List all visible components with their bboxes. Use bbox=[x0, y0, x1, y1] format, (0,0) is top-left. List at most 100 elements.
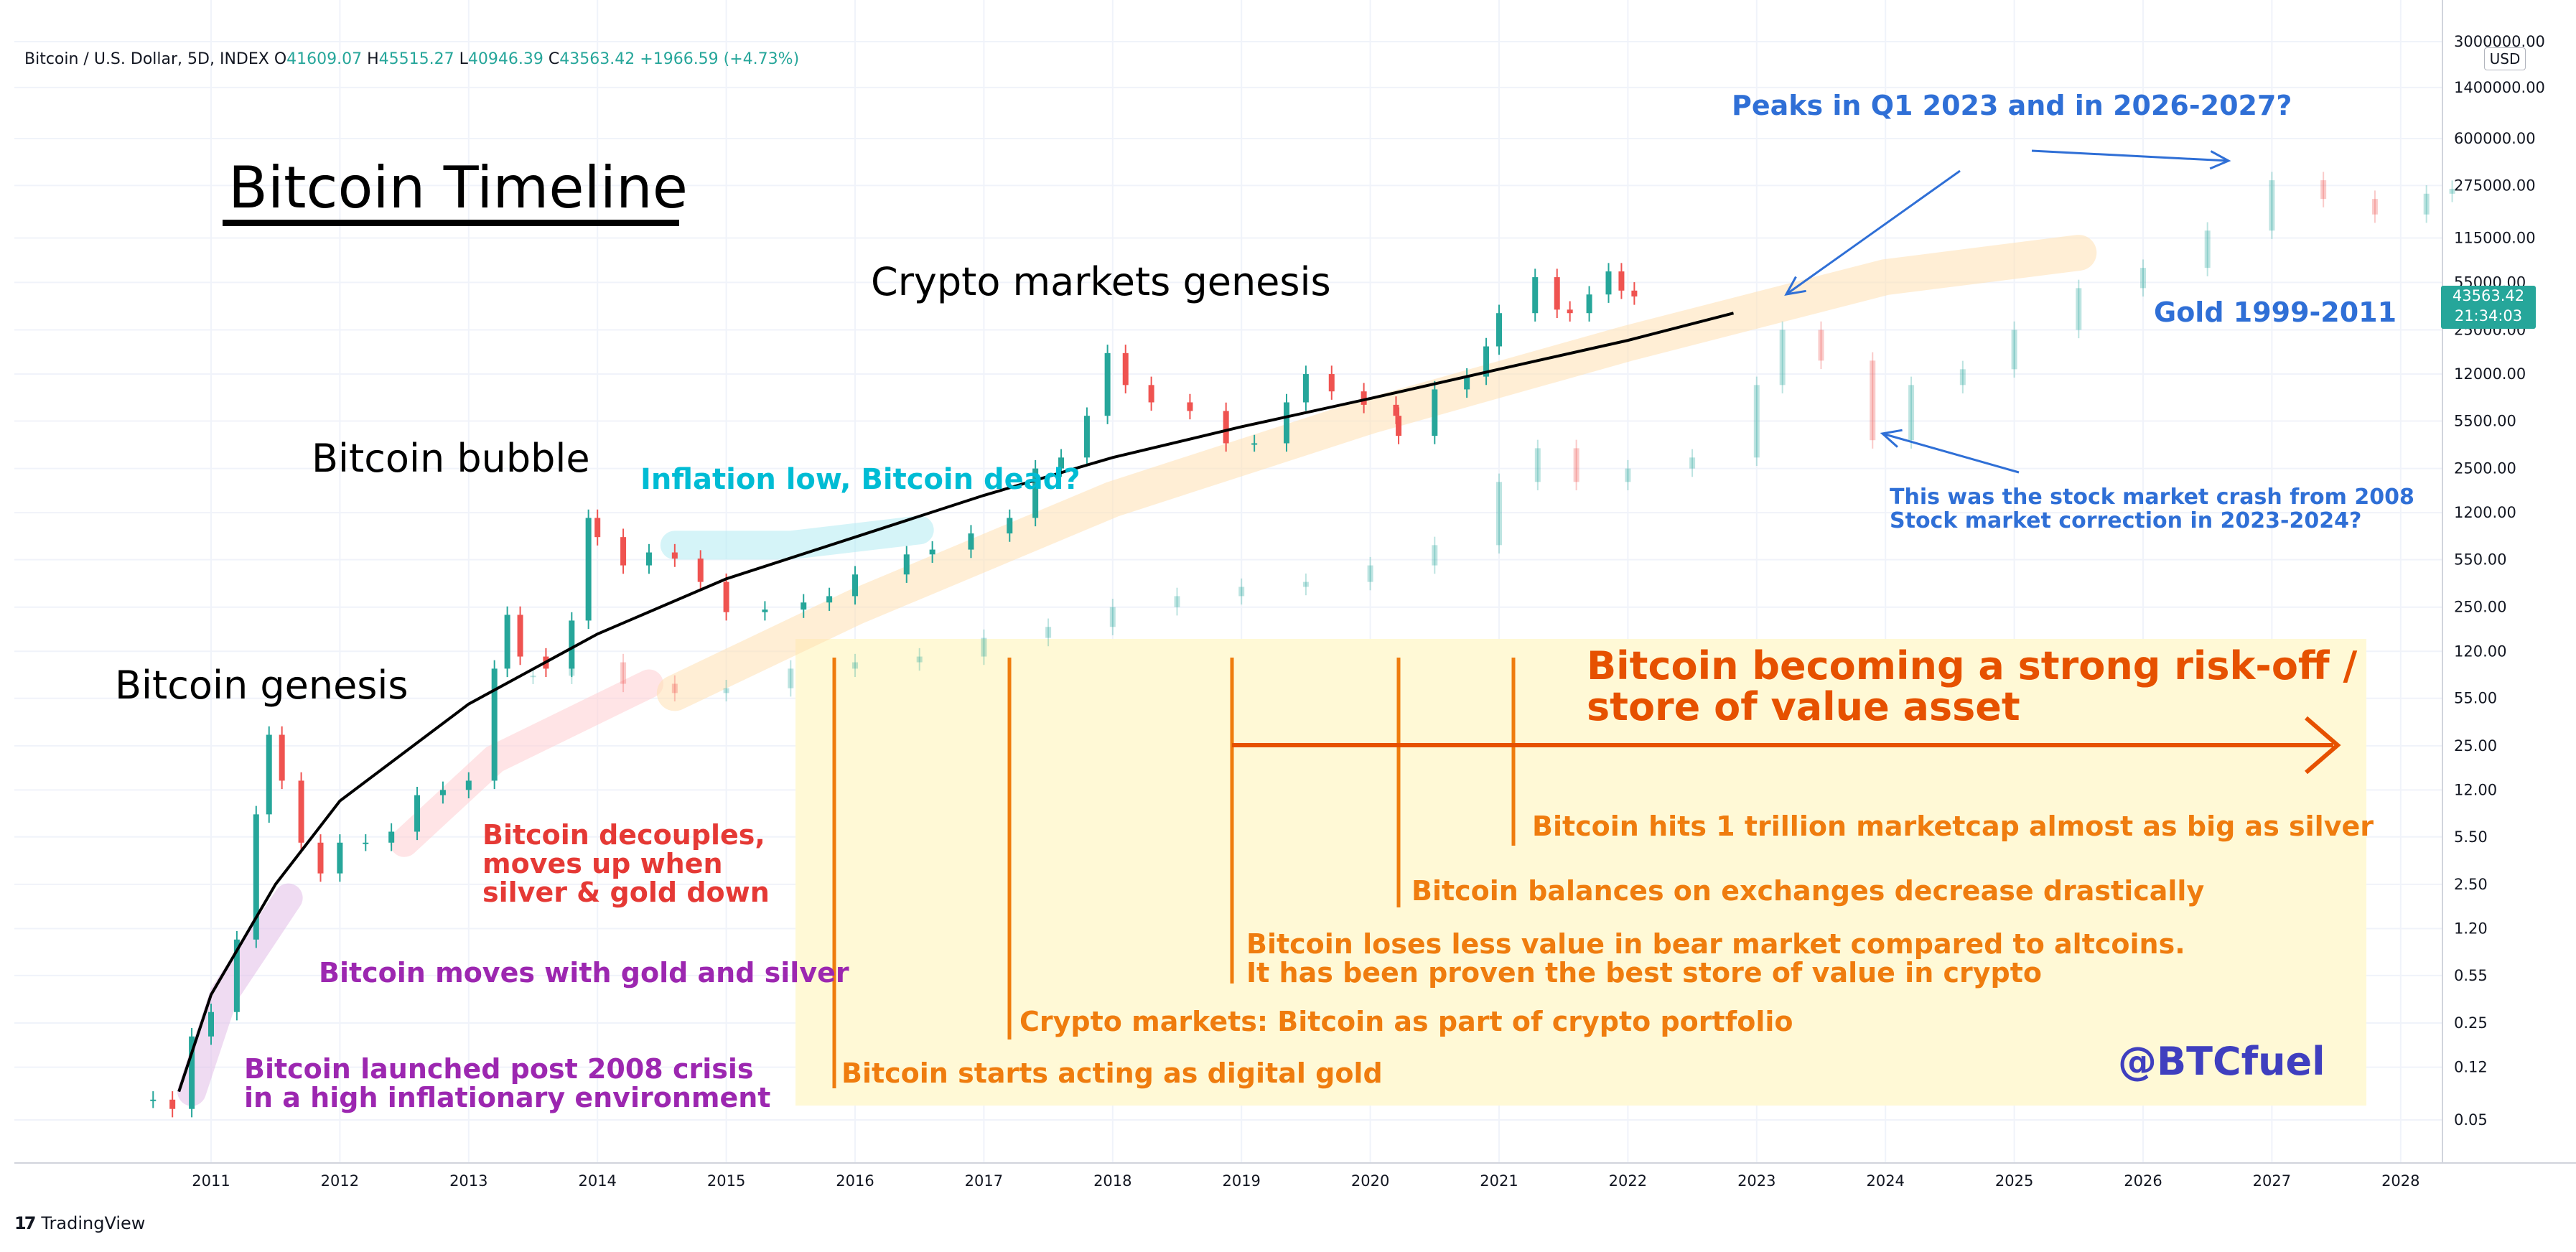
tradingview-logo-text: TradingView bbox=[41, 1213, 146, 1233]
btc-candle bbox=[569, 620, 575, 669]
btc-candle bbox=[852, 574, 858, 597]
gold-candle bbox=[1109, 607, 1116, 627]
btc-candle bbox=[826, 596, 833, 603]
x-tick-label: 2027 bbox=[2253, 1172, 2291, 1190]
btc-candle bbox=[620, 537, 627, 566]
btc-candle bbox=[1032, 468, 1039, 518]
change-value: +1966.59 (+4.73%) bbox=[640, 50, 800, 68]
btc-candles bbox=[150, 263, 1638, 1118]
btc-candle bbox=[1483, 346, 1490, 377]
last-price-value: 43563.42 bbox=[2452, 287, 2525, 304]
gold-candle bbox=[1573, 448, 1579, 482]
label-decouples-line1: Bitcoin decouples, bbox=[482, 819, 765, 851]
tradingview-logo-icon: 17 bbox=[14, 1213, 36, 1233]
btc-candle bbox=[697, 559, 704, 582]
gold-candle bbox=[2269, 180, 2275, 231]
label-trillion: Bitcoin hits 1 trillion marketcap almost… bbox=[1532, 810, 2374, 842]
x-axis-ticks: 2011 2012 2013 2014 2015 2016 2017 2018 2019 2020… bbox=[192, 1172, 2419, 1190]
gold-candle bbox=[2140, 268, 2146, 289]
label-moves-with: Bitcoin moves with gold and silver bbox=[319, 957, 849, 989]
gold-candle bbox=[530, 676, 536, 678]
x-tick-label: 2023 bbox=[1737, 1172, 1775, 1190]
trend-curve bbox=[177, 312, 1735, 1093]
btc-candle bbox=[150, 1099, 157, 1101]
btc-candle bbox=[1223, 411, 1229, 444]
btc-candle bbox=[363, 842, 369, 844]
btc-candle bbox=[298, 780, 304, 843]
arrow-peak-2027 bbox=[2031, 149, 2229, 162]
arrow-crash-head bbox=[1880, 429, 1903, 448]
btc-candle bbox=[1618, 271, 1625, 291]
y-tick-label: 55.00 bbox=[2454, 690, 2497, 707]
arrow-crash bbox=[1882, 432, 2020, 474]
btc-candle bbox=[1302, 374, 1309, 403]
btc-candle bbox=[1251, 443, 1258, 445]
gold-candle bbox=[1496, 482, 1502, 546]
btc-candle bbox=[1058, 457, 1065, 469]
y-tick-label: 2.50 bbox=[2454, 876, 2488, 893]
y-tick-label: 2500.00 bbox=[2454, 460, 2516, 477]
x-tick-label: 2024 bbox=[1866, 1172, 1904, 1190]
y-tick-label: 5500.00 bbox=[2454, 412, 2516, 429]
x-tick-label: 2019 bbox=[1222, 1172, 1260, 1190]
x-tick-label: 2013 bbox=[449, 1172, 487, 1190]
gold-candle bbox=[916, 656, 923, 663]
btc-candle bbox=[253, 814, 259, 940]
btc-candle bbox=[585, 518, 592, 621]
y-tick-label: 0.25 bbox=[2454, 1014, 2488, 1032]
btc-candle bbox=[504, 615, 510, 669]
arrow-peak-2027-head bbox=[2209, 150, 2231, 170]
btc-candle bbox=[233, 939, 240, 1012]
gold-candle bbox=[2011, 330, 2017, 370]
gold-candle bbox=[1625, 468, 1631, 482]
bar-countdown: 21:34:03 bbox=[2454, 307, 2523, 324]
symbol-name: Bitcoin / U.S. Dollar, 5D, INDEX bbox=[24, 50, 269, 68]
x-tick-label: 2016 bbox=[836, 1172, 874, 1190]
y-tick-label: 12.00 bbox=[2454, 781, 2497, 798]
gold-candle bbox=[2449, 189, 2455, 194]
btc-candle bbox=[1007, 518, 1013, 534]
x-tick-label: 2025 bbox=[1995, 1172, 2033, 1190]
btc-candle bbox=[903, 554, 910, 575]
btc-candle bbox=[1586, 294, 1592, 314]
gold-candle bbox=[1432, 545, 1438, 566]
gold-candle bbox=[671, 683, 678, 693]
label-launched-line1: Bitcoin launched post 2008 crisis bbox=[244, 1053, 754, 1085]
x-tick-label: 2021 bbox=[1480, 1172, 1518, 1190]
label-balances: Bitcoin balances on exchanges decrease d… bbox=[1411, 875, 2205, 907]
gold-candle bbox=[788, 668, 794, 688]
label-crash-line1: This was the stock market crash from 200… bbox=[1890, 485, 2414, 510]
y-tick-label: 550.00 bbox=[2454, 551, 2506, 569]
btc-candle bbox=[594, 518, 601, 538]
x-tick-label: 2026 bbox=[2124, 1172, 2162, 1190]
label-crash: This was the stock market crash from 200… bbox=[1890, 485, 2414, 533]
btc-candle bbox=[169, 1099, 176, 1109]
x-tick-label: 2020 bbox=[1351, 1172, 1389, 1190]
y-tick-label: 1400000.00 bbox=[2454, 79, 2545, 96]
label-inflation: Inflation low, Bitcoin dead? bbox=[640, 463, 1081, 496]
btc-candle bbox=[1605, 271, 1612, 295]
x-tick-label: 2018 bbox=[1093, 1172, 1131, 1190]
y-tick-label: 0.12 bbox=[2454, 1059, 2488, 1076]
btc-candle bbox=[1567, 309, 1573, 314]
x-tick-label: 2028 bbox=[2381, 1172, 2419, 1190]
timeline-markers bbox=[832, 658, 2341, 1088]
currency-badge[interactable]: USD bbox=[2484, 47, 2526, 70]
btc-candle bbox=[189, 1036, 195, 1109]
btc-candle bbox=[1122, 352, 1129, 386]
btc-candle bbox=[723, 581, 729, 612]
gold-candle bbox=[1045, 627, 1052, 638]
btc-candle bbox=[317, 842, 324, 874]
btc-candle bbox=[1148, 385, 1154, 403]
close-key: C bbox=[548, 50, 560, 68]
close-value: 43563.42 bbox=[559, 50, 635, 68]
high-key: H bbox=[367, 50, 379, 68]
btc-candle bbox=[1631, 290, 1638, 296]
btc-candle bbox=[1393, 404, 1399, 416]
btc-candle bbox=[1432, 389, 1438, 436]
btc-candle bbox=[1396, 416, 1402, 436]
label-peaks: Peaks in Q1 2023 and in 2026-2027? bbox=[1732, 90, 2292, 121]
gold-candle bbox=[1818, 330, 1824, 361]
tradingview-logo[interactable]: 17 TradingView bbox=[14, 1213, 145, 1233]
